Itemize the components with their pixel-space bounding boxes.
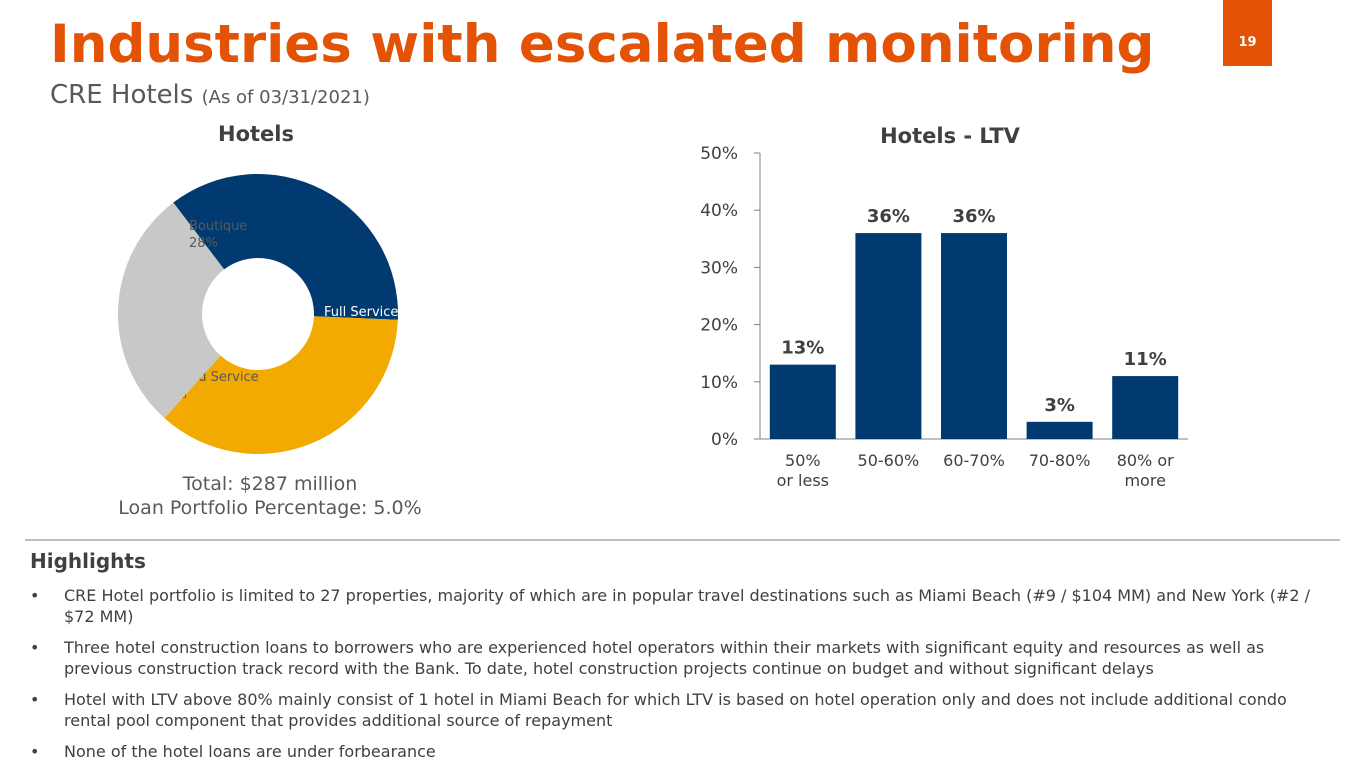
y-tick-label: 40% [700, 201, 738, 221]
pie-total: Total: $287 million [182, 473, 358, 495]
bar-value-label: 36% [952, 206, 995, 227]
page-subtitle: CRE Hotels (As of 03/31/2021) [50, 80, 370, 110]
x-tick-label: more [1124, 471, 1165, 490]
pie-portfolio-percentage: Loan Portfolio Percentage: 5.0% [118, 497, 422, 519]
y-tick-label: 30% [700, 258, 738, 278]
list-item: • CRE Hotel portfolio is limited to 27 pr… [30, 585, 1335, 627]
list-item: • Hotel with LTV above 80% mainly consist… [30, 689, 1335, 731]
list-item-text: None of the hotel loans are under forbea… [64, 742, 436, 761]
bullet-icon: • [30, 638, 40, 657]
x-tick-label: 70-80% [1029, 451, 1091, 470]
y-tick-label: 10% [700, 373, 738, 393]
x-tick-label: 50% [785, 451, 821, 470]
bar [855, 233, 922, 439]
pie-summary: Total: $287 million Loan Portfolio Perce… [100, 472, 440, 520]
y-tick-label: 0% [711, 430, 738, 450]
pie-chart-title: Hotels [218, 122, 294, 146]
x-tick-label: 50-60% [858, 451, 920, 470]
bullet-icon: • [30, 690, 40, 709]
pie-slice [164, 316, 398, 454]
subtitle-as-of-date: (As of 03/31/2021) [201, 87, 370, 108]
highlights-heading: Highlights [30, 549, 146, 573]
page-title: Industries with escalated monitoring [50, 14, 1155, 75]
x-tick-label: 80% or [1117, 451, 1174, 470]
bar [1026, 421, 1093, 439]
x-tick-label: or less [777, 471, 829, 490]
pie-slice-value-label: 28% [189, 236, 218, 251]
list-item-text: CRE Hotel portfolio is limited to 27 pro… [64, 586, 1311, 626]
bar-value-label: 3% [1044, 395, 1075, 416]
pie-slice-name-label: Boutique [189, 219, 247, 234]
subtitle-main: CRE Hotels [50, 80, 194, 110]
list-item-text: Hotel with LTV above 80% mainly consist … [64, 690, 1287, 730]
bullet-icon: • [30, 586, 40, 605]
x-tick-label: 60-70% [943, 451, 1005, 470]
pie-slice-name-label: Full Service [324, 305, 398, 320]
highlights-list: • CRE Hotel portfolio is limited to 27 pr… [30, 585, 1335, 772]
bar [941, 233, 1007, 439]
bar-value-label: 13% [781, 338, 824, 359]
list-item: • None of the hotel loans are under forbe… [30, 741, 1335, 762]
y-tick-label: 50% [700, 144, 738, 164]
bar [769, 364, 836, 439]
bar-value-label: 11% [1124, 349, 1167, 370]
section-divider [25, 539, 1340, 541]
page-number: 19 [1223, 0, 1272, 66]
y-tick-label: 20% [700, 316, 738, 336]
list-item-text: Three hotel construction loans to borrow… [64, 638, 1265, 678]
bar-chart-title: Hotels - LTV [880, 124, 1020, 148]
pie-slice [173, 174, 398, 320]
list-item: • Three hotel construction loans to borro… [30, 637, 1335, 679]
pie-slice [117, 202, 225, 419]
bar-value-label: 36% [867, 206, 910, 227]
bar [1112, 376, 1179, 439]
bullet-icon: • [30, 742, 40, 761]
